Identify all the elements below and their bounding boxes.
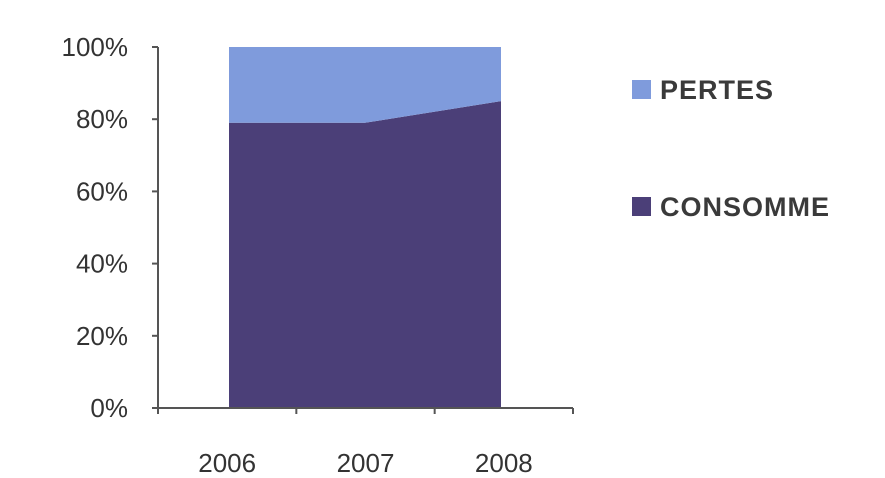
y-tick-label: 0% (90, 393, 128, 423)
plot-area (228, 46, 502, 409)
legend-label-pertes: PERTES (660, 75, 774, 105)
legend: PERTES CONSOMME (632, 75, 830, 222)
legend-label-consomme: CONSOMME (660, 192, 830, 222)
legend-swatch-consomme (632, 197, 651, 216)
y-tick-label: 100% (62, 32, 129, 62)
y-tick-label: 40% (76, 249, 128, 279)
area-series-consomme (229, 101, 501, 409)
y-tick-label: 80% (76, 104, 128, 134)
y-tick-label: 60% (76, 176, 128, 206)
area-series-pertes (229, 47, 501, 123)
y-axis-ticks: 0% 20% 40% 60% 80% 100% (62, 32, 158, 423)
x-axis-ticks: 2006 2007 2008 (157, 408, 574, 478)
x-tick-label-2007: 2007 (337, 448, 395, 478)
y-tick-label: 20% (76, 321, 128, 351)
axes (157, 47, 573, 409)
x-tick-label-2008: 2008 (475, 448, 533, 478)
legend-swatch-pertes (632, 80, 651, 99)
x-tick-label-2006: 2006 (198, 448, 256, 478)
